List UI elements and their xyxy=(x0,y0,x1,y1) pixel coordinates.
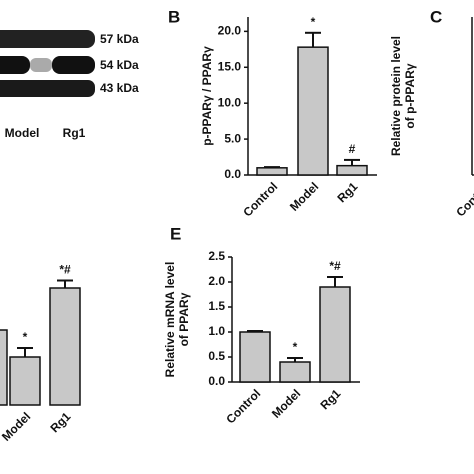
x-tick-label: Model xyxy=(269,386,303,420)
bar xyxy=(0,329,8,406)
significance-mark: *# xyxy=(59,263,71,277)
panel-letter: C xyxy=(430,7,442,26)
x-tick-label: Model xyxy=(0,409,33,443)
x-tick-label: Control xyxy=(453,179,474,219)
western-blot: 57 kDa 54 kDa 43 kDa Model Rg1 xyxy=(0,30,139,140)
y-tick-label: 1.5 xyxy=(208,299,225,313)
blot-band xyxy=(0,80,95,97)
x-tick-label: Model xyxy=(287,179,321,213)
x-tick-label: Rg1 xyxy=(317,386,343,412)
y-tick-label: 2.5 xyxy=(208,249,225,263)
band-label: 43 kDa xyxy=(100,81,139,95)
bar xyxy=(9,356,41,406)
panel-letter: E xyxy=(170,224,181,243)
bar xyxy=(297,46,329,176)
y-tick-label: 0.5 xyxy=(208,349,225,363)
lane-label: Rg1 xyxy=(63,126,86,140)
significance-mark: * xyxy=(23,330,28,344)
bar xyxy=(49,287,81,406)
lane-label: Model xyxy=(5,126,40,140)
y-tick-label: 15.0 xyxy=(218,59,242,73)
panel-letter: B xyxy=(168,7,180,26)
y-tick-label: 2.0 xyxy=(208,274,225,288)
band-label: 54 kDa xyxy=(100,58,139,72)
y-tick-label: 1.0 xyxy=(208,324,225,338)
blot-band xyxy=(30,58,52,72)
y-tick-label: 0.0 xyxy=(224,167,241,181)
bar xyxy=(279,361,311,383)
x-tick-label: Rg1 xyxy=(334,179,360,205)
y-tick-label: 5.0 xyxy=(224,131,241,145)
y-axis-label: of PPARγ xyxy=(177,292,191,346)
blot-band xyxy=(0,30,95,48)
significance-mark: *# xyxy=(329,259,341,273)
band-label: 57 kDa xyxy=(100,32,139,46)
y-axis-label: of p-PPARγ xyxy=(403,63,417,128)
x-tick-label: Control xyxy=(240,179,280,219)
blot-band xyxy=(52,56,95,74)
x-tick-label: Rg1 xyxy=(47,409,73,435)
y-axis-label: Relative mRNA level xyxy=(163,262,177,378)
x-tick-label: Control xyxy=(223,386,263,426)
y-axis-label: p-PPARγ / PPARγ xyxy=(200,46,214,146)
y-tick-label: 0.0 xyxy=(208,374,225,388)
bar xyxy=(319,286,351,383)
bar xyxy=(239,331,271,383)
bar xyxy=(336,164,368,176)
y-tick-label: 20.0 xyxy=(218,24,242,38)
y-axis-label: Relative protein level xyxy=(389,36,403,156)
bar xyxy=(256,167,288,176)
significance-mark: * xyxy=(311,15,316,29)
significance-mark: * xyxy=(293,340,298,354)
blot-band xyxy=(0,56,30,74)
y-tick-label: 10.0 xyxy=(218,95,242,109)
significance-mark: # xyxy=(349,142,356,156)
